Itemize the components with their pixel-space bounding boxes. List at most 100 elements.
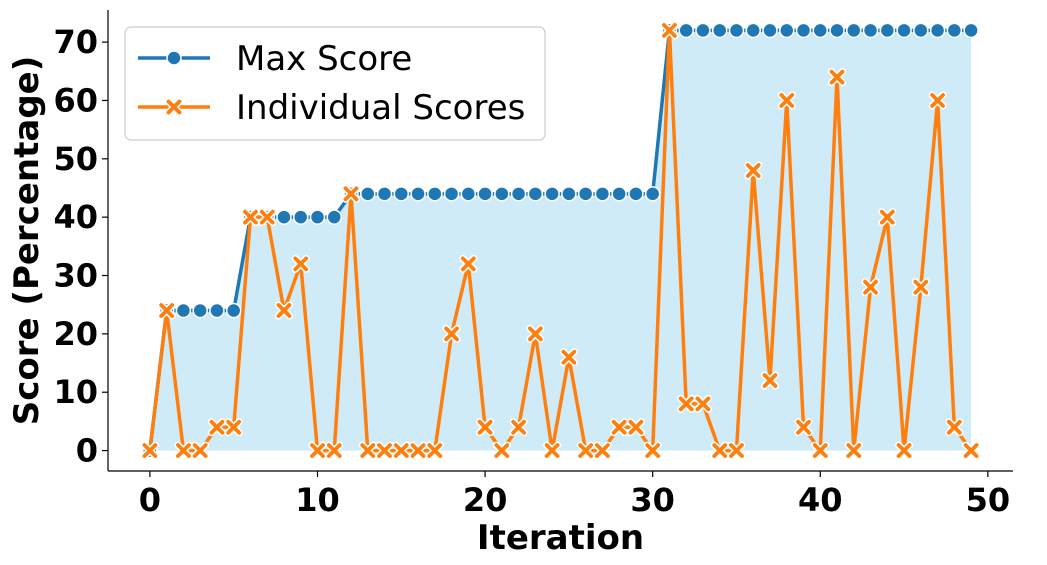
marker-cross <box>377 443 392 458</box>
data-point <box>174 441 193 460</box>
marker-cross <box>293 256 309 272</box>
data-point <box>192 302 208 319</box>
data-point <box>828 68 847 87</box>
data-point <box>643 441 662 460</box>
data-point <box>425 441 444 460</box>
data-point <box>241 208 260 227</box>
marker-cross <box>226 419 242 435</box>
data-point <box>460 186 477 202</box>
marker-cross <box>209 419 225 435</box>
y-tick-label: 0 <box>76 432 98 470</box>
data-point <box>544 186 560 202</box>
y-tick-label: 50 <box>53 140 98 178</box>
data-point <box>693 394 712 413</box>
marker-cross <box>410 443 426 458</box>
marker-cross <box>142 443 158 458</box>
data-point <box>492 441 511 460</box>
data-point <box>695 22 711 39</box>
data-point <box>626 418 645 437</box>
data-point <box>392 441 411 460</box>
marker-cross <box>712 443 728 458</box>
data-point <box>225 302 242 319</box>
marker-cross <box>527 326 543 342</box>
data-point <box>846 22 862 39</box>
series-line <box>148 28 973 453</box>
data-point <box>878 208 897 227</box>
data-point <box>678 22 694 39</box>
legend-label: Max Score <box>236 39 412 79</box>
data-point <box>829 22 845 39</box>
marker-cross <box>276 303 292 318</box>
tick-labels: 0 10 20 30 40 50 0 10 20 30 40 50 60 70 <box>53 23 1010 519</box>
marker-cross <box>511 419 527 435</box>
marker-cross <box>561 349 577 365</box>
data-point <box>360 186 376 202</box>
marker-cross <box>812 443 828 458</box>
marker-cross <box>393 443 409 458</box>
marker-cross <box>729 443 744 458</box>
x-tick-label: 50 <box>966 481 1011 519</box>
data-point <box>509 418 528 437</box>
data-point <box>443 186 460 202</box>
marker-cross <box>745 163 761 178</box>
legend: Max Score Individual Scores <box>124 26 546 141</box>
data-point <box>660 21 679 40</box>
marker-cross <box>779 93 795 108</box>
data-point <box>409 441 428 460</box>
data-point <box>393 186 410 202</box>
data-point <box>258 208 277 227</box>
marker-cross <box>796 419 811 435</box>
x-tick-label: 0 <box>139 481 161 519</box>
data-point <box>459 254 478 273</box>
data-point <box>745 22 761 39</box>
x-tick-label: 40 <box>798 481 843 519</box>
data-point <box>945 418 964 437</box>
legend-marker <box>165 98 183 116</box>
x-tick-label: 20 <box>463 481 508 519</box>
marker-cross <box>176 443 191 458</box>
data-point <box>946 22 963 39</box>
data-point <box>760 371 779 390</box>
data-point <box>140 441 159 460</box>
series-individual-scores <box>140 21 981 460</box>
data-point <box>510 186 527 202</box>
marker-cross <box>427 443 443 458</box>
data-point <box>476 418 495 437</box>
data-point <box>929 22 946 39</box>
data-point <box>559 348 578 367</box>
marker-cross <box>662 23 677 38</box>
data-point <box>325 441 344 460</box>
marker-cross <box>544 443 560 458</box>
marker-cross <box>594 443 610 458</box>
data-point <box>594 186 611 202</box>
marker-cross <box>896 443 912 458</box>
marker-cross <box>846 443 862 458</box>
marker-cross <box>695 396 711 412</box>
marker-cross <box>310 443 325 458</box>
data-point <box>610 418 629 437</box>
data-point <box>543 441 562 460</box>
data-point <box>861 278 880 297</box>
data-point <box>913 22 929 39</box>
marker-cross <box>762 373 778 388</box>
data-point <box>844 441 863 460</box>
y-tick-label: 10 <box>53 373 98 411</box>
legend-entry: Individual Scores <box>138 88 525 128</box>
marker-cross <box>259 209 275 225</box>
marker-cross <box>159 303 175 318</box>
series-max-score <box>142 22 979 459</box>
data-point <box>207 418 226 437</box>
data-point <box>292 209 309 225</box>
x-tick-label: 30 <box>630 481 675 519</box>
data-point <box>644 186 661 202</box>
legend-entry: Max Score <box>138 39 412 79</box>
axes <box>102 10 1013 477</box>
data-point <box>410 186 426 202</box>
data-point <box>779 22 795 39</box>
y-tick-label: 40 <box>53 198 98 236</box>
data-point <box>477 186 493 202</box>
y-axis-title: Score (Percentage) <box>7 56 47 426</box>
data-point <box>527 186 544 202</box>
marker-cross <box>645 443 661 458</box>
